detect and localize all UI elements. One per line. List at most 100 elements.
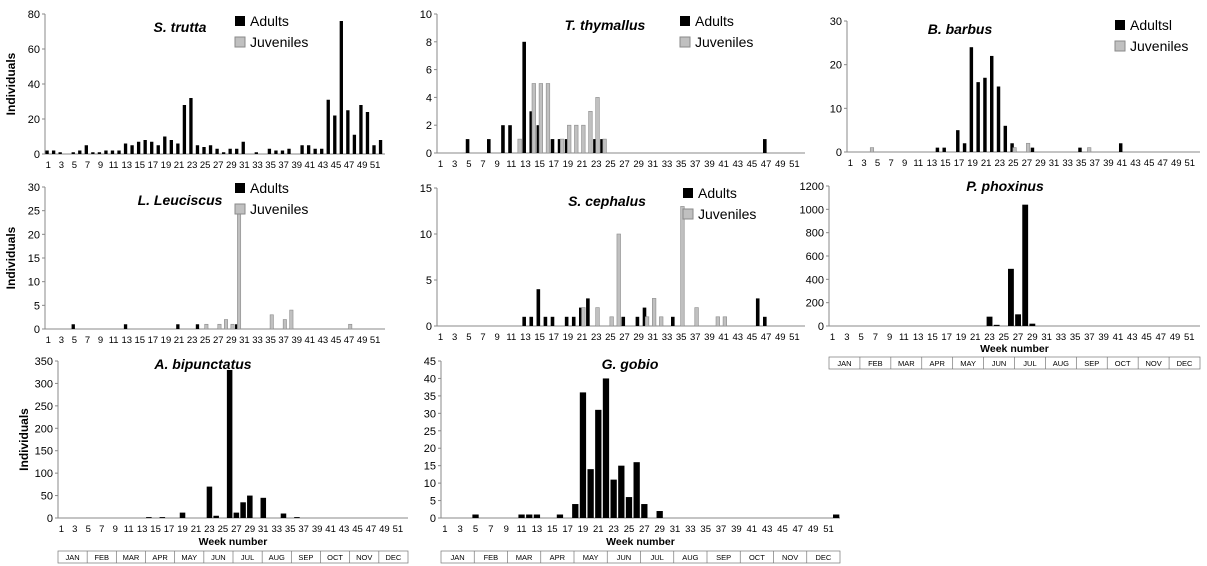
x-tick-label: 31 (239, 160, 250, 171)
juvenile-bar-week-14 (531, 83, 536, 154)
adult-bar-week-14 (146, 517, 152, 518)
month-label-jun: JUN (992, 359, 1007, 368)
x-tick-label: 35 (285, 524, 296, 535)
x-tick-label: 39 (291, 160, 302, 171)
x-tick-label: 45 (331, 160, 342, 171)
x-tick-label: 13 (520, 332, 531, 343)
x-tick-label: 7 (873, 332, 878, 343)
juvenile-bar-week-27 (1026, 142, 1031, 153)
adult-bar-week-20 (976, 82, 980, 152)
x-tick-label: 43 (339, 524, 350, 535)
x-tick-label: 43 (732, 332, 743, 343)
adult-bar-week-15 (136, 141, 141, 154)
juvenile-bar-week-25 (1012, 147, 1017, 153)
adult-bar-week-5 (71, 152, 75, 154)
adult-bar-week-18 (156, 145, 160, 154)
y-tick-label: 0 (836, 147, 842, 159)
x-tick-label: 39 (704, 159, 715, 170)
adult-bar-week-13 (522, 316, 526, 326)
adult-bar-week-3 (58, 152, 62, 154)
x-tick-label: 15 (534, 332, 545, 343)
month-label-oct: OCT (327, 553, 343, 562)
chart-title: B. barbus (928, 21, 993, 37)
x-axis-title: Week number (606, 536, 675, 548)
month-label-mar: MAR (123, 553, 140, 562)
chart-title: P. phoxinus (966, 178, 1044, 194)
adult-bar-week-29 (1029, 323, 1036, 326)
y-tick-label: 1000 (800, 204, 824, 216)
y-axis-title: Individuals (17, 408, 31, 471)
month-label-feb: FEB (868, 359, 883, 368)
x-tick-label: 7 (85, 335, 90, 346)
x-tick-label: 43 (1127, 332, 1138, 343)
y-tick-label: 15 (28, 253, 40, 265)
adult-bar-week-5 (472, 514, 479, 518)
x-tick-label: 21 (577, 332, 588, 343)
adult-bar-week-43 (320, 148, 324, 154)
month-label-oct: OCT (749, 553, 765, 562)
adult-bar-week-18 (572, 504, 579, 518)
x-axis-title: Week number (980, 343, 1049, 355)
y-tick-label: 6 (426, 65, 432, 77)
x-tick-label: 49 (1171, 158, 1182, 169)
juvenile-bar-week-36 (1087, 147, 1092, 153)
x-tick-label: 45 (747, 332, 758, 343)
month-label-nov: NOV (356, 553, 372, 562)
x-tick-label: 49 (808, 524, 819, 535)
adult-bar-week-23 (996, 86, 1001, 152)
x-tick-label: 23 (994, 158, 1005, 169)
adult-bar-week-27 (621, 316, 626, 326)
juvenile-bar-week-24 (602, 138, 607, 154)
y-tick-label: 20 (28, 114, 40, 126)
x-tick-label: 51 (789, 332, 800, 343)
adult-bar-week-9 (97, 152, 102, 154)
adult-bar-week-24 (213, 515, 219, 518)
adult-bar-week-30 (235, 324, 239, 329)
x-tick-label: 27 (231, 524, 242, 535)
juvenile-bar-week-12 (517, 138, 522, 154)
y-tick-label: 20 (424, 443, 436, 455)
x-tick-label: 29 (633, 159, 644, 170)
x-tick-label: 29 (1027, 332, 1038, 343)
juvenile-bar-week-26 (616, 233, 621, 327)
x-tick-label: 43 (318, 160, 329, 171)
x-tick-label: 49 (775, 159, 786, 170)
x-tick-label: 47 (1155, 332, 1166, 343)
adult-bar-week-19 (564, 316, 569, 326)
x-tick-label: 21 (174, 335, 185, 346)
adult-bar-week-20 (587, 469, 594, 518)
x-tick-label: 35 (676, 332, 687, 343)
y-tick-label: 0 (818, 321, 824, 333)
adult-bar-week-28 (1030, 147, 1035, 152)
adult-bar-week-50 (365, 112, 370, 154)
month-label-jan: JAN (65, 553, 79, 562)
x-tick-label: 25 (605, 159, 616, 170)
y-tick-label: 30 (28, 182, 40, 194)
y-tick-label: 0 (34, 324, 40, 336)
legend-label: Juveniles (250, 34, 308, 50)
x-tick-label: 33 (1062, 158, 1073, 169)
x-tick-label: 1 (442, 524, 447, 535)
x-tick-label: 27 (619, 332, 630, 343)
y-tick-label: 0 (47, 513, 53, 525)
x-tick-label: 35 (700, 524, 711, 535)
x-tick-label: 25 (218, 524, 229, 535)
x-tick-label: 25 (999, 332, 1010, 343)
legend-label: Juveniles (1130, 38, 1188, 54)
adult-bar-week-2 (51, 150, 56, 154)
legend-label: Adultsl (1130, 17, 1172, 33)
y-tick-label: 20 (28, 229, 40, 241)
legend-label: Juveniles (698, 206, 756, 222)
x-tick-label: 39 (731, 524, 742, 535)
x-tick-label: 19 (161, 160, 172, 171)
x-tick-label: 47 (761, 159, 772, 170)
adult-bar-week-23 (593, 139, 597, 153)
adult-bar-week-13 (123, 143, 128, 154)
x-tick-label: 49 (775, 332, 786, 343)
adult-bar-week-26 (208, 145, 213, 154)
x-tick-label: 33 (252, 160, 263, 171)
adult-bar-week-12 (526, 514, 533, 518)
